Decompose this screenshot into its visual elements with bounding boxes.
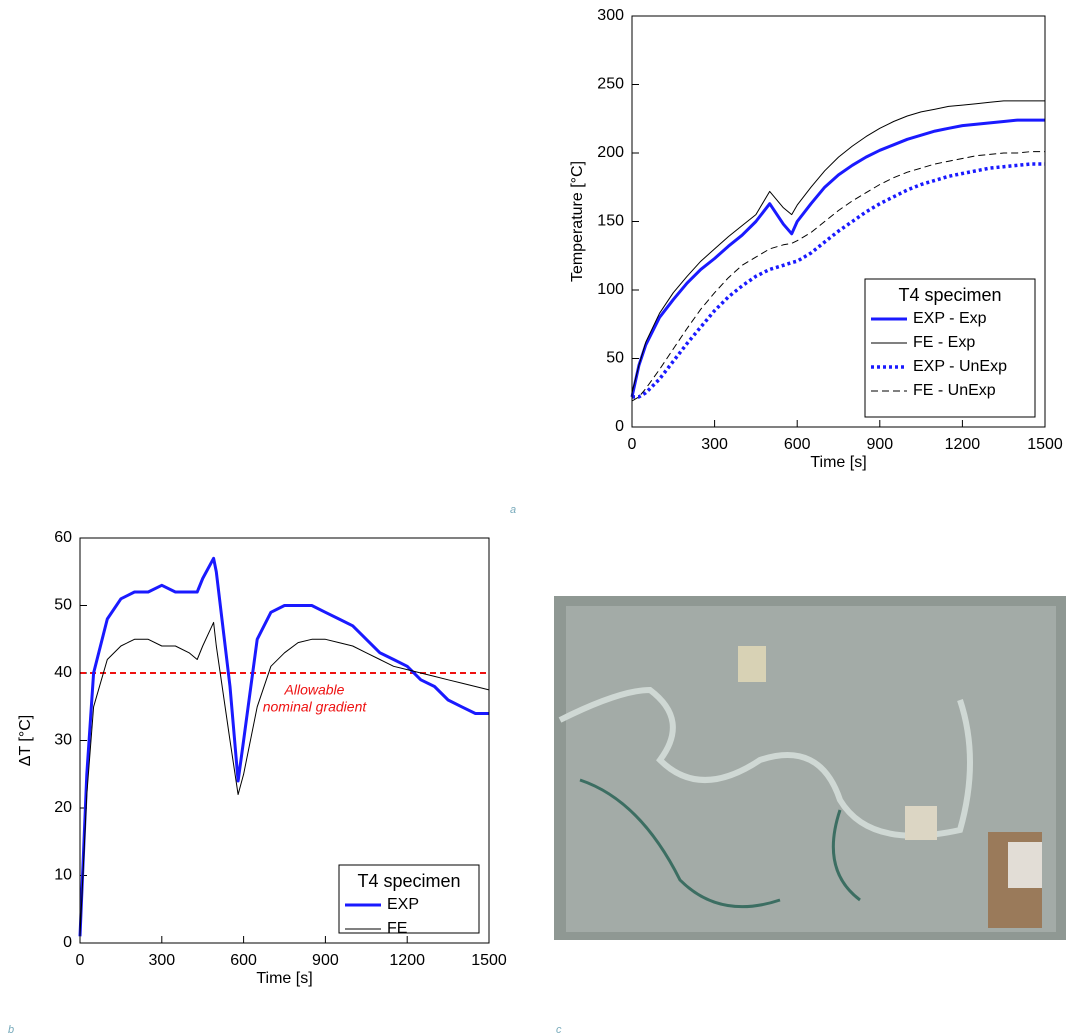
x-tick-label: 1500 (471, 952, 507, 969)
y-tick-label: 50 (606, 350, 624, 367)
legend: T4 specimen EXP FE (338, 864, 480, 937)
panel-label: a (510, 504, 516, 516)
y-axis-label: Temperature [°C] (569, 161, 586, 282)
y-tick-label: 30 (54, 732, 72, 749)
legend-title: T4 specimen (898, 285, 1001, 305)
legend-box (338, 864, 480, 934)
y-tick-label: 50 (54, 597, 72, 614)
series-line (631, 100, 1045, 393)
x-axis-label: Time [s] (810, 454, 866, 471)
x-tick-label: 900 (312, 952, 339, 969)
y-tick-label: 40 (54, 664, 72, 681)
y-tick-label: 150 (597, 213, 624, 230)
x-tick-label: 0 (76, 952, 85, 969)
annotation: Allowable (284, 682, 345, 698)
x-tick-label: 0 (628, 436, 637, 453)
legend-title: T4 specimen (357, 871, 460, 891)
annotation: nominal gradient (263, 699, 368, 715)
panel-label: c (556, 1024, 562, 1036)
plot-frame (631, 15, 1046, 428)
x-tick-label: 900 (866, 436, 893, 453)
y-tick-label: 0 (63, 934, 72, 951)
legend-label: EXP - Exp (913, 310, 987, 327)
panel-label: b (8, 1024, 14, 1036)
legend-label: FE (387, 920, 407, 937)
y-tick-label: 60 (54, 529, 72, 546)
x-tick-label: 300 (701, 436, 728, 453)
x-tick-label: 1200 (945, 436, 981, 453)
legend-label: FE - Exp (913, 334, 975, 351)
photo (554, 596, 1066, 940)
legend-label: EXP - UnExp (913, 358, 1007, 375)
y-axis-label: ΔT [°C] (17, 715, 34, 766)
legend-label: EXP (387, 896, 419, 913)
y-tick-label: 100 (597, 281, 624, 298)
series-line (631, 151, 1045, 402)
y-tick-label: 0 (615, 418, 624, 435)
y-tick-label: 200 (597, 144, 624, 161)
legend-box (864, 278, 1036, 418)
legend-label: FE - UnExp (913, 382, 996, 399)
y-tick-label: 20 (54, 799, 72, 816)
x-tick-label: 600 (230, 952, 257, 969)
x-tick-label: 1500 (1027, 436, 1063, 453)
plot-frame (79, 537, 490, 944)
y-tick-label: 300 (597, 7, 624, 24)
y-tick-label: 10 (54, 867, 72, 884)
x-tick-label: 600 (784, 436, 811, 453)
legend: T4 specimen EXP - Exp FE - Exp EXP - UnExp F… (864, 278, 1036, 418)
x-tick-label: 1200 (389, 952, 425, 969)
series-line (79, 621, 490, 937)
series-line (630, 118, 1045, 398)
series-line (632, 162, 1045, 399)
x-tick-label: 300 (148, 952, 175, 969)
y-tick-label: 250 (597, 76, 624, 93)
x-axis-label: Time [s] (256, 970, 312, 987)
